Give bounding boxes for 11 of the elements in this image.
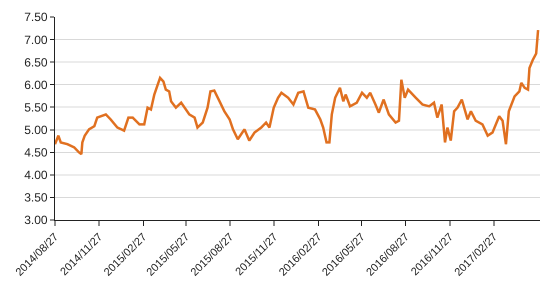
y-tick-label: 7.50: [24, 10, 48, 24]
y-tick-label: 5.00: [24, 122, 48, 137]
y-tick-label: 4.50: [24, 146, 48, 160]
y-tick-label: 3.50: [24, 190, 48, 205]
y-tick-label: 5.50: [24, 100, 48, 114]
line-series: [55, 28, 540, 156]
y-tick-label: 4.00: [24, 168, 48, 182]
y-tick-label: 6.50: [24, 55, 48, 70]
y-tick-label: 3.00: [24, 213, 48, 228]
y-tick-label: 7.00: [24, 32, 48, 47]
y-tick-label: 6.00: [24, 78, 48, 92]
